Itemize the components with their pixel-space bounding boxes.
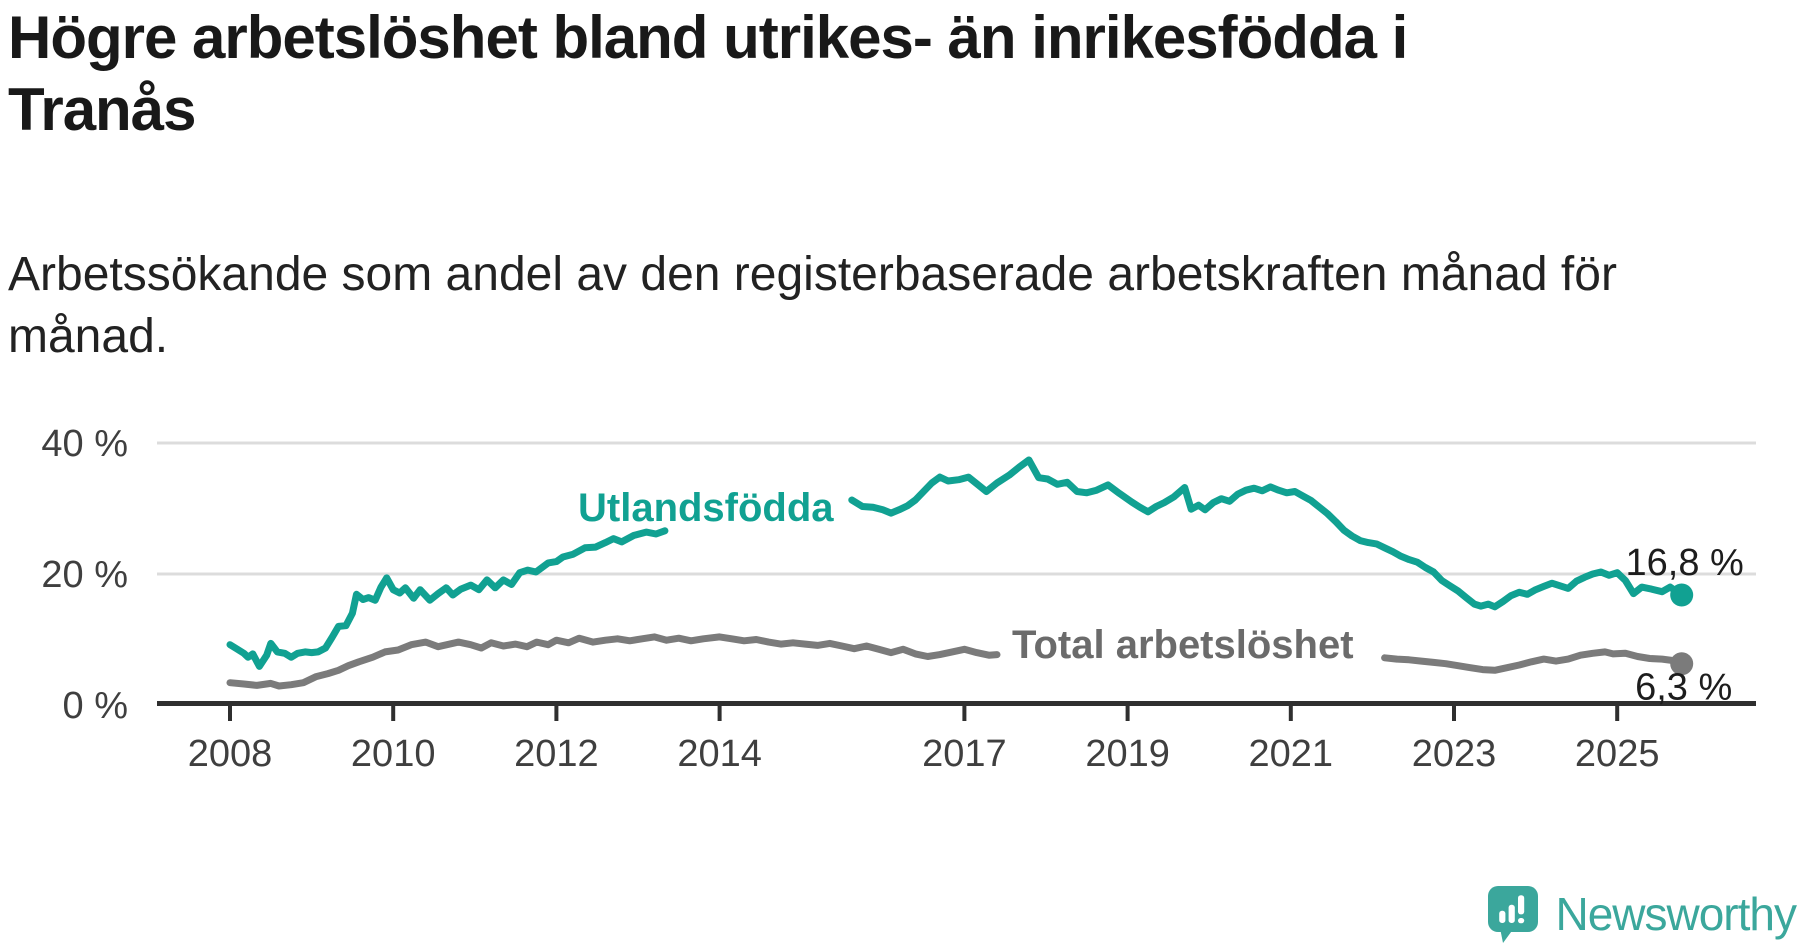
newsworthy-wordmark: Newsworthy — [1555, 888, 1797, 940]
title-line-1: Högre arbetslöshet bland utrikes- än inr… — [8, 4, 1408, 71]
series-line-total-arbetsl-shet-segment-1 — [226, 633, 1001, 690]
series-end-dot-utlandsf-dda — [1670, 583, 1694, 607]
x-tick-label-2023: 2023 — [1412, 733, 1497, 775]
series-end-dot-total-arbetsl-shet — [1670, 652, 1694, 676]
y-tick-label-0: 0 % — [63, 685, 128, 727]
y-tick-label-40: 40 % — [41, 423, 128, 465]
y-tick-label-20: 20 % — [41, 554, 128, 596]
subtitle-line-2: månad. — [8, 310, 169, 363]
page-title: Högre arbetslöshet bland utrikes- än inr… — [8, 2, 1408, 146]
series-line-utlandsf-dda-segment-2 — [848, 456, 1686, 611]
series-label-utlandsf-dda: Utlandsfödda — [578, 486, 834, 530]
title-line-2: Tranås — [8, 76, 196, 143]
x-tick-label-2019: 2019 — [1085, 733, 1170, 775]
series-line-utlandsf-dda-segment-1 — [226, 527, 669, 670]
x-tick-label-2014: 2014 — [677, 733, 762, 775]
x-tick-label-2012: 2012 — [514, 733, 599, 775]
series-label-total-arbetsl-shet: Total arbetslöshet — [1012, 623, 1354, 667]
newsworthy-logo: Newsworthy — [1486, 884, 1797, 944]
series-end-value-total-arbetsl-shet: 6,3 % — [1635, 667, 1732, 709]
x-tick-label-2017: 2017 — [922, 733, 1007, 775]
series-line-total-arbetsl-shet-segment-2 — [1381, 648, 1686, 674]
x-tick-label-2010: 2010 — [351, 733, 436, 775]
x-tick-label-2008: 2008 — [188, 733, 273, 775]
x-tick-label-2021: 2021 — [1249, 733, 1334, 775]
series-end-value-utlandsf-dda: 16,8 % — [1626, 542, 1744, 584]
newsworthy-icon — [1488, 886, 1539, 943]
subtitle-line-1: Arbetssökande som andel av den registerb… — [8, 248, 1617, 301]
x-tick-label-2025: 2025 — [1575, 733, 1660, 775]
chart-subtitle: Arbetssökande som andel av den registerb… — [8, 244, 1617, 368]
